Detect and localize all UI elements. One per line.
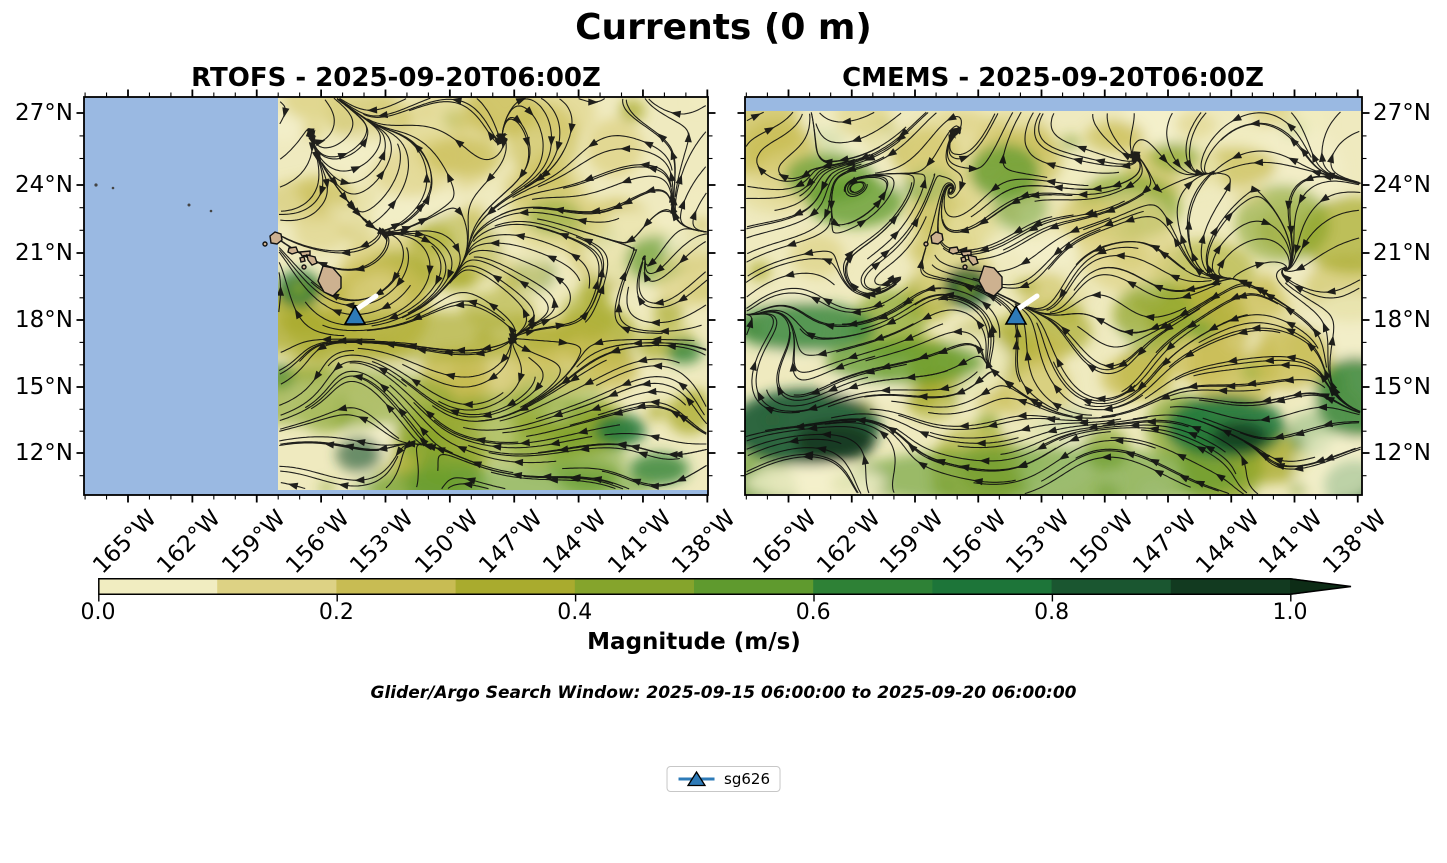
colorbar-tick-label: 1.0 — [1272, 600, 1308, 625]
legend-label-sg626: sg626 — [724, 770, 770, 788]
panel-title-rtofs: RTOFS - 2025-09-20T06:00Z — [191, 63, 601, 93]
colorbar-tick-label: 0.6 — [795, 600, 831, 625]
lon-tick-label: 147°W — [1128, 505, 1202, 579]
lat-tick-label-left: 15°N — [15, 374, 73, 400]
lon-tick-label: 144°W — [1191, 505, 1265, 579]
streamlines-layer — [278, 97, 708, 490]
lon-tick-label: 150°W — [1064, 505, 1139, 579]
colorbar-tick-label: 0.2 — [318, 600, 354, 625]
lon-tick-label: 165°W — [88, 505, 162, 579]
lon-tick-label: 147°W — [474, 505, 548, 579]
lon-tick-label: 150°W — [409, 505, 484, 579]
lon-tick-label: 156°W — [938, 505, 1012, 579]
panel-border — [744, 96, 1363, 496]
colorbar — [98, 578, 1352, 602]
glider-marker-sg626 — [1004, 293, 1040, 325]
panel-title-cmems: CMEMS - 2025-09-20T06:00Z — [842, 63, 1264, 93]
lon-tick-label: 153°W — [345, 505, 420, 579]
lon-tick-label: 159°W — [216, 505, 291, 579]
streamlines-layer — [745, 111, 1361, 495]
axis-ticks — [737, 89, 1370, 503]
lat-tick-label-right: 21°N — [1373, 240, 1431, 266]
lon-tick-label: 141°W — [602, 505, 677, 579]
lon-tick-label: 144°W — [538, 505, 613, 579]
figure-title: Currents (0 m) — [575, 7, 872, 48]
lon-tick-label: 138°W — [1317, 505, 1392, 579]
colorbar-tick-label: 0.8 — [1034, 600, 1070, 625]
lat-tick-label-right: 15°N — [1373, 374, 1431, 400]
lon-tick-label: 156°W — [281, 505, 355, 579]
legend-box: sg626 — [666, 766, 781, 792]
lon-tick-label: 162°W — [152, 505, 227, 579]
axis-ticks — [76, 89, 716, 503]
map-panel-rtofs — [76, 89, 716, 503]
lat-tick-label-right: 12°N — [1373, 440, 1431, 466]
colorbar-tick-label: 0.0 — [80, 600, 116, 625]
colorbar-extend-arrow — [1290, 578, 1351, 595]
glider-legend-marker-icon — [678, 770, 715, 787]
colorbar-tick-label: 0.4 — [557, 600, 593, 625]
lon-tick-label: 165°W — [748, 505, 823, 579]
lat-tick-label-left: 12°N — [15, 440, 73, 466]
lon-tick-label: 153°W — [1001, 505, 1076, 579]
lat-tick-label-left: 27°N — [15, 100, 73, 126]
lat-tick-label-left: 18°N — [15, 307, 73, 333]
lon-tick-label: 159°W — [875, 505, 949, 579]
lat-tick-label-left: 21°N — [15, 240, 73, 266]
lat-tick-label-left: 24°N — [15, 172, 73, 198]
search-window-note: Glider/Argo Search Window: 2025-09-15 06… — [370, 683, 1077, 703]
lon-tick-label: 138°W — [667, 505, 742, 579]
glider-marker-sg626 — [343, 293, 379, 325]
lat-tick-label-right: 24°N — [1373, 172, 1431, 198]
lon-tick-label: 141°W — [1254, 505, 1329, 579]
map-panel-cmems — [737, 89, 1370, 503]
lat-tick-label-right: 27°N — [1373, 100, 1431, 126]
panel-border — [83, 96, 709, 496]
colorbar-label: Magnitude (m/s) — [587, 629, 801, 655]
lat-tick-label-right: 18°N — [1373, 307, 1431, 333]
lon-tick-label: 162°W — [811, 505, 886, 579]
